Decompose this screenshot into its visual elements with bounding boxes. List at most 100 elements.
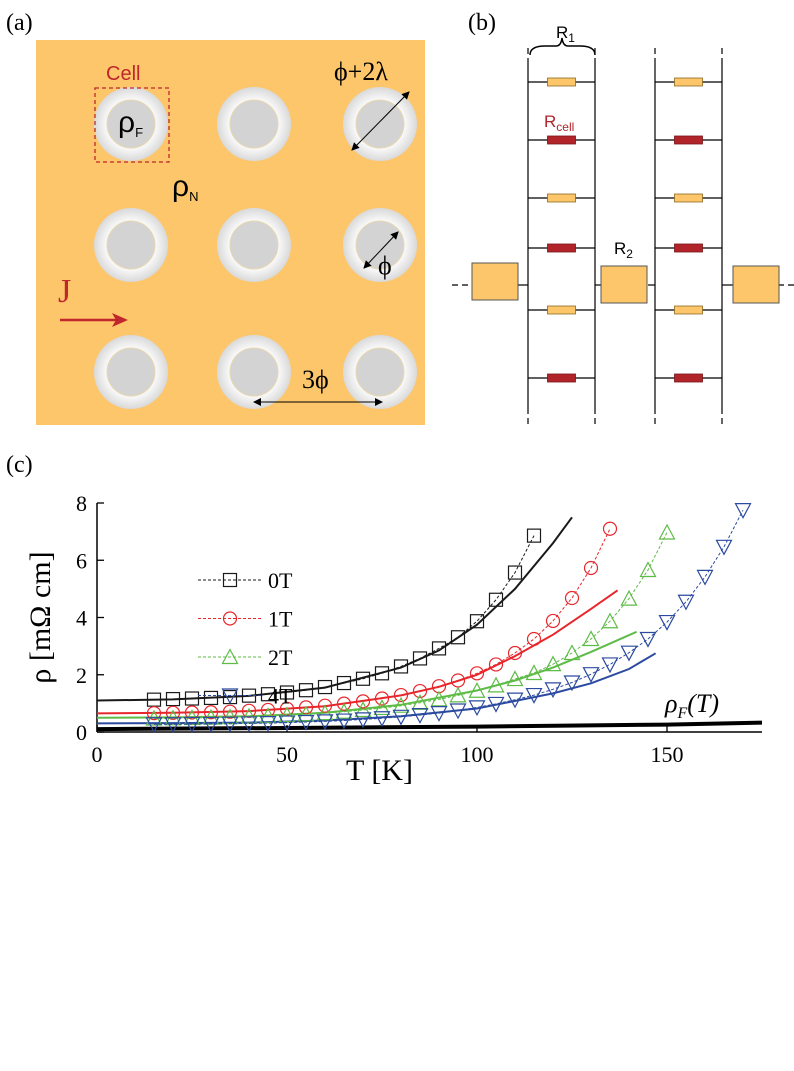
rho-f: ρF [118,106,143,140]
marker [507,565,523,580]
series-line [153,532,668,719]
marker [203,690,219,706]
marker [658,614,676,631]
marker [316,704,334,721]
sub: N [189,189,198,204]
rho-n: ρN [172,170,198,204]
marker [620,589,638,606]
marker [355,694,371,709]
marker [715,539,733,556]
spacing: 3ϕ [302,365,329,394]
marker [487,676,505,693]
resistor [674,135,703,145]
y-axis-label: ρ [mΩ cm] [24,551,57,683]
marker [259,707,277,724]
cell-box [94,87,170,163]
resistor [674,243,703,253]
marker [335,702,353,719]
panel-label: (c) [6,452,33,478]
marker [450,630,466,645]
x-tick-label: 150 [651,742,684,767]
brace [529,37,596,56]
sub: F [135,125,143,140]
chart: 0 50 100 150 0 2 4 6 8 T [K] ρ [mΩ cm] ρF(T) 0T 1T 2T 4… [24,491,763,787]
marker [488,657,504,672]
marker [411,694,429,710]
r1-label: R1 [556,23,575,45]
marker [526,528,542,543]
fit-line [96,516,573,702]
marker [525,664,543,681]
marker [449,686,467,703]
marker [639,631,657,648]
marker [601,612,619,629]
grain [106,220,156,270]
marker [222,704,238,719]
marker [563,644,581,661]
marker [354,712,372,729]
fit-line [96,589,619,715]
legend-label: 1T [268,607,293,632]
grain [106,347,156,397]
marker [165,705,181,720]
marker [583,560,599,576]
marker [298,683,314,698]
marker [374,691,390,706]
rho: ρ [172,170,189,203]
marker [507,645,523,661]
resistor-block [471,262,519,301]
sub: F [676,705,687,722]
marker [658,523,676,540]
current: J [58,273,71,310]
marker [278,706,296,723]
marker [336,696,352,711]
marker [202,716,220,733]
rcell-label: Rcell [544,112,574,134]
marker [259,716,277,732]
y-tick-label: 6 [76,548,87,573]
marker [393,659,409,674]
marker [620,645,638,662]
y-tick-label: 8 [76,491,87,516]
legend-marker [221,648,239,665]
marker [373,699,391,716]
marker [506,670,524,687]
marker [563,675,581,692]
diameter: ϕ [378,251,392,280]
rho: ρ [664,689,677,718]
grain [355,99,405,149]
resistor [674,305,703,315]
legend-marker [222,611,238,626]
rho: ρ [118,106,135,139]
marker [582,667,600,683]
marker [203,705,219,720]
marker [374,666,390,681]
resistor [547,243,576,253]
marker [373,711,391,728]
r: R [544,112,556,131]
marker [468,682,486,698]
marker [469,666,485,681]
marker [639,561,657,578]
x-tick-label: 0 [92,742,103,767]
marker [260,687,276,702]
marker [506,692,524,709]
grain [355,347,405,397]
r: R [614,239,626,258]
marker [221,716,239,733]
resistor [547,373,576,383]
marker [412,651,428,666]
arrow [351,91,410,151]
legend-marker [221,688,239,705]
marker [336,675,352,691]
cell-label: Cell [106,63,140,85]
marker [525,687,543,704]
marker [393,687,409,703]
marker [544,682,562,699]
marker [354,701,372,718]
marker [278,715,296,732]
resistor-block [732,265,780,304]
grain [229,347,279,397]
marker [279,701,295,716]
legend-marker [222,572,238,588]
